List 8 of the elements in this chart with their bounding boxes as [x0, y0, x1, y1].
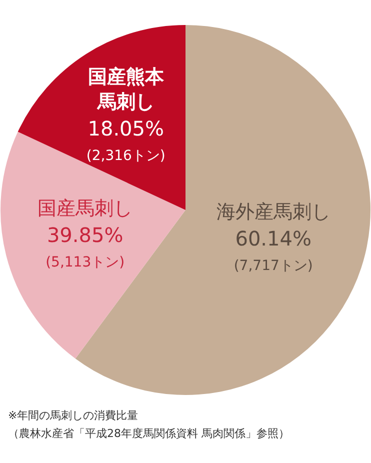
slice-label: 海外産馬刺し	[216, 200, 330, 223]
slice-label: 国産熊本馬刺し	[88, 66, 165, 113]
text: 39.85% (5,113トン)	[46, 223, 125, 271]
data-label: 60.14% (7,717トン)	[234, 226, 313, 274]
data-label: 18.05% (2,316トン)	[86, 116, 166, 164]
text: （農林水産省「平成28年度馬関係資料 馬肉関係」参照）	[8, 426, 290, 442]
slice-label: 国産馬刺し	[38, 197, 133, 220]
text: ※年間の馬刺しの消費比量	[8, 408, 140, 424]
